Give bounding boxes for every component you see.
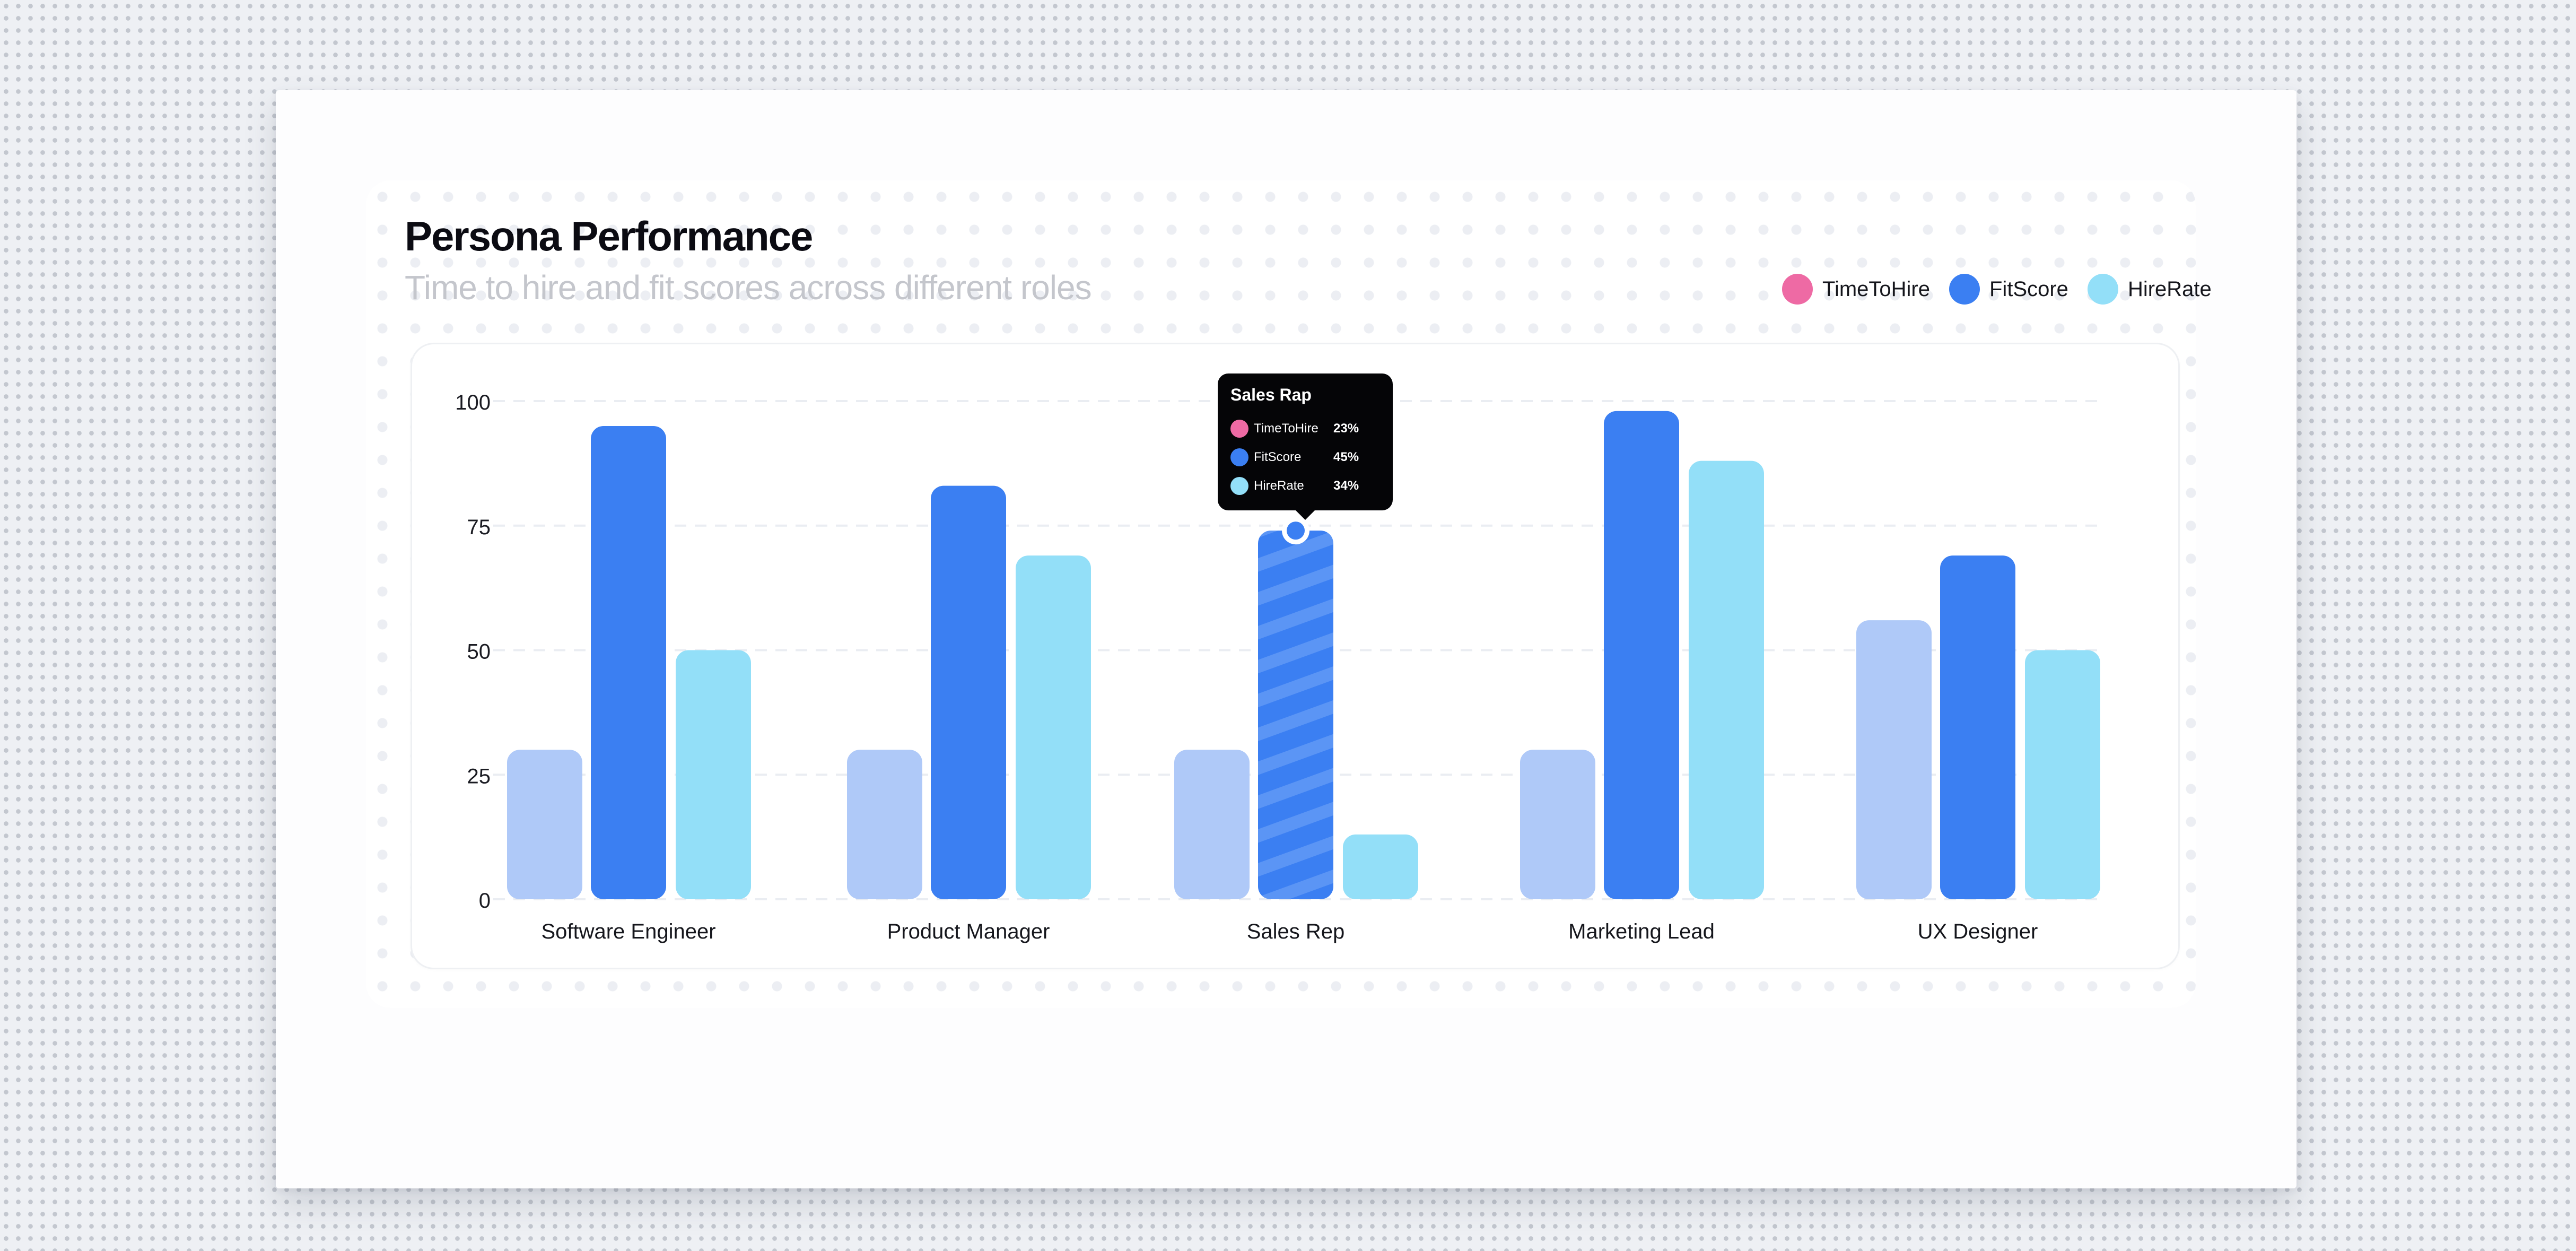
highlight-marker-dot [1287, 522, 1305, 540]
bar-ux-designer-hirerate[interactable] [2025, 650, 2100, 900]
x-tick-label: UX Designer [1918, 920, 2038, 943]
tooltip-label: TimeToHire [1254, 421, 1318, 436]
x-tick-label: Sales Rep [1247, 920, 1345, 943]
legend-swatch [1782, 274, 1813, 305]
legend-item-hirerate[interactable]: HireRate [2087, 274, 2212, 305]
bar-sales-rep-timetohire[interactable] [1174, 750, 1250, 899]
legend-label: TimeToHire [1822, 277, 1930, 301]
chart-tooltip: Sales Rap TimeToHire 23% FitScore 45% Hi… [1218, 373, 1393, 520]
bar-software-engineer-timetohire[interactable] [507, 750, 582, 899]
x-tick-label: Marketing Lead [1568, 920, 1715, 943]
tooltip-value: 45% [1333, 450, 1359, 464]
bar-sales-rep-fitscore[interactable] [1258, 531, 1333, 899]
y-tick-label: 100 [455, 391, 491, 414]
tooltip-row-timetohire: TimeToHire 23% [1230, 414, 1393, 443]
tooltip-label: FitScore [1254, 450, 1302, 464]
tooltip-title: Sales Rap [1230, 385, 1312, 404]
y-tick-label: 50 [467, 640, 491, 664]
legend-item-fitscore[interactable]: FitScore [1949, 274, 2068, 305]
tooltip-swatch [1230, 448, 1248, 466]
tooltip-value: 23% [1333, 421, 1359, 436]
bar-ux-designer-timetohire[interactable] [1856, 620, 1932, 899]
tooltip-row-fitscore: FitScore 45% [1230, 443, 1393, 472]
bar-software-engineer-fitscore[interactable] [591, 425, 666, 899]
legend-swatch [1949, 274, 1980, 305]
x-tick-label: Software Engineer [541, 920, 715, 943]
legend-label: FitScore [1989, 277, 2068, 301]
y-tick-label: 0 [479, 889, 491, 913]
bar-sales-rep-hirerate[interactable] [1343, 834, 1418, 899]
tooltip-value: 34% [1333, 479, 1359, 493]
tooltip-swatch [1230, 477, 1248, 495]
tooltip-swatch [1230, 420, 1248, 438]
chart-title: Persona Performance [405, 213, 813, 259]
legend-label: HireRate [2127, 277, 2212, 301]
y-tick-label: 25 [467, 765, 491, 788]
tooltip-label: HireRate [1254, 479, 1304, 493]
chart-subtitle: Time to hire and fit scores across diffe… [405, 268, 1092, 307]
tooltip-row-hirerate: HireRate 34% [1230, 472, 1393, 500]
bar-product-manager-fitscore[interactable] [931, 485, 1006, 899]
y-tick-label: 75 [467, 516, 491, 539]
bar-marketing-lead-fitscore[interactable] [1604, 411, 1679, 899]
legend-swatch [2087, 274, 2118, 305]
x-tick-label: Product Manager [887, 920, 1050, 943]
bar-product-manager-timetohire[interactable] [847, 750, 922, 899]
bar-software-engineer-hirerate[interactable] [676, 650, 751, 900]
bar-marketing-lead-hirerate[interactable] [1689, 461, 1764, 899]
bar-marketing-lead-timetohire[interactable] [1520, 750, 1595, 899]
bar-product-manager-hirerate[interactable] [1016, 555, 1091, 899]
legend: TimeToHire FitScore HireRate [1782, 272, 2212, 307]
legend-item-timetohire[interactable]: TimeToHire [1782, 274, 1930, 305]
bar-ux-designer-fitscore[interactable] [1940, 555, 2015, 899]
